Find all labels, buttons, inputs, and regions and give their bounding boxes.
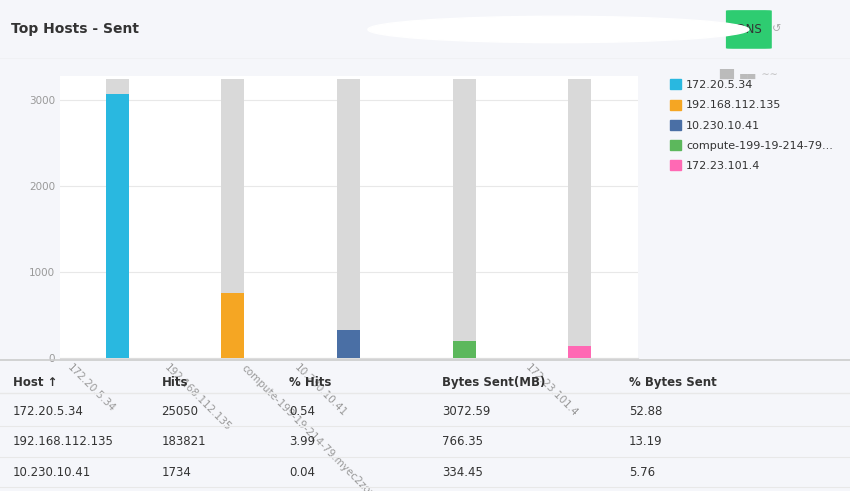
Bar [568, 79, 592, 358]
Bar [105, 79, 129, 358]
Circle shape [368, 16, 749, 43]
Text: ↺: ↺ [772, 25, 781, 34]
Text: 183821: 183821 [162, 436, 206, 448]
Bar [452, 79, 476, 358]
Text: 3072.59: 3072.59 [442, 405, 490, 418]
Text: 13.19: 13.19 [629, 436, 663, 448]
Text: 192.168.112.135: 192.168.112.135 [13, 436, 114, 448]
FancyBboxPatch shape [726, 10, 772, 49]
Text: Bytes Sent(MB): Bytes Sent(MB) [442, 376, 546, 389]
Bar [221, 79, 245, 358]
Text: 172.20.5.34: 172.20.5.34 [13, 405, 83, 418]
Bar [221, 293, 245, 358]
Text: 0.04: 0.04 [289, 466, 315, 479]
Text: 3.99: 3.99 [289, 436, 315, 448]
Bar [568, 346, 592, 358]
Text: Host ↑: Host ↑ [13, 376, 57, 389]
Text: % Bytes Sent: % Bytes Sent [629, 376, 717, 389]
Text: ██  ▄▄  ∼∼: ██ ▄▄ ∼∼ [719, 69, 779, 79]
Text: % Hits: % Hits [289, 376, 332, 389]
Text: Hits: Hits [162, 376, 188, 389]
Text: 1734: 1734 [162, 466, 191, 479]
Text: 10.230.10.41: 10.230.10.41 [13, 466, 91, 479]
Text: 52.88: 52.88 [629, 405, 662, 418]
Text: Top Hosts - Sent: Top Hosts - Sent [11, 23, 139, 36]
Bar [105, 94, 129, 358]
Text: 0.54: 0.54 [289, 405, 315, 418]
Bar [452, 341, 476, 358]
Text: 25050: 25050 [162, 405, 199, 418]
Text: 334.45: 334.45 [442, 466, 483, 479]
Text: Resolve DNS: Resolve DNS [687, 23, 762, 36]
Bar [337, 79, 360, 358]
Legend: 172.20.5.34, 192.168.112.135, 10.230.10.41, compute-199-19-214-79..., 172.23.101: 172.20.5.34, 192.168.112.135, 10.230.10.… [666, 76, 836, 174]
Bar [337, 329, 360, 358]
Text: 5.76: 5.76 [629, 466, 655, 479]
Text: 766.35: 766.35 [442, 436, 483, 448]
